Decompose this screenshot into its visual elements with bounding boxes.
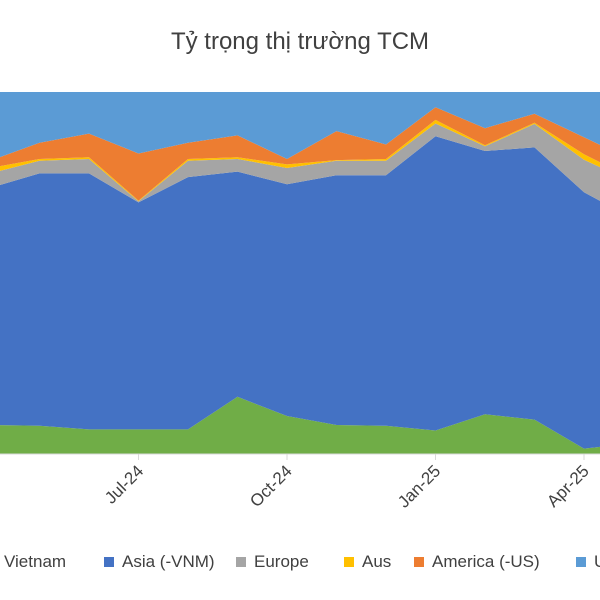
legend-swatch: [344, 557, 354, 567]
legend-swatch: [236, 557, 246, 567]
chart-legend: Vietnam Asia (-VNM) Europe Aus America (-US)…: [0, 552, 600, 578]
legend-item: Aus: [344, 552, 391, 572]
legend-swatch: [104, 557, 114, 567]
legend-label: Aus: [362, 552, 392, 571]
legend-item: Europe: [236, 552, 309, 572]
legend-item: US: [576, 552, 600, 572]
x-tick-label: Apr-25: [543, 461, 593, 511]
legend-item: America (-US): [414, 552, 540, 572]
area-series-group: [0, 92, 600, 454]
area-series-vietnam: [0, 396, 600, 454]
x-axis-ticks: Jul-24 Oct-24 Jan-25 Apr-25: [101, 454, 593, 512]
chart-title: Tỷ trọng thị trường TCM: [170, 28, 430, 55]
area-series-europe: [0, 123, 600, 203]
legend-item: Asia (-VNM): [104, 552, 215, 572]
legend-swatch: [414, 557, 424, 567]
area-series-america-us: [0, 107, 600, 201]
legend-label: US: [594, 552, 600, 572]
x-tick-label: Oct-24: [246, 461, 296, 511]
legend-label: America (-US): [432, 552, 540, 571]
legend-item: Vietnam: [0, 552, 66, 572]
legend-swatch: [576, 557, 586, 567]
x-tick-label: Jan-25: [394, 461, 444, 511]
area-series-asia-vnm: [0, 136, 600, 449]
legend-label: Vietnam: [4, 552, 67, 571]
legend-label: Asia (-VNM): [122, 552, 215, 571]
area-series-us: [0, 92, 600, 159]
x-tick-label: Jul-24: [101, 461, 147, 507]
legend-label: Europe: [254, 552, 309, 571]
